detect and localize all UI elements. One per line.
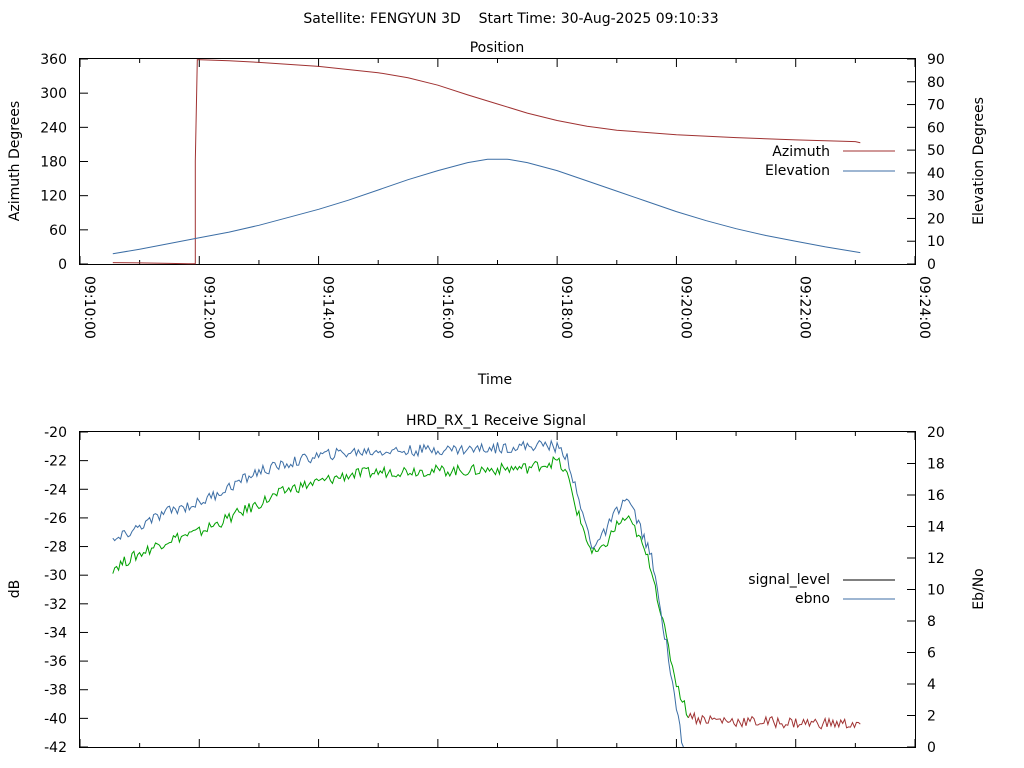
signal-y-tick-labels: -42 -40 -38 -36 -34 -32 -30 -28 -26 -24 -22 -20: [44, 425, 67, 756]
y-tick-label: -34: [44, 625, 67, 641]
position-series: [112, 59, 861, 265]
y2-tick-label: 40: [927, 166, 945, 182]
x-tick-label: 09:18:00: [558, 276, 574, 339]
position-x-tick-labels: 09:10:00 09:12:00 09:14:00 09:16:00 09:18:00…: [81, 276, 932, 339]
y2-tick-label: 14: [927, 520, 945, 536]
x-tick-label: 09:10:00: [81, 276, 97, 339]
x-tick-label: 09:14:00: [320, 276, 336, 339]
signal-series: [112, 439, 861, 748]
signal-y-axis-label: dB: [7, 580, 23, 599]
y-tick-label: 0: [58, 257, 67, 273]
y-tick-label: -20: [44, 425, 67, 441]
series-line-elevation: [112, 158, 861, 255]
series-line-azimuth: [112, 59, 861, 265]
x-tick-label: 09:16:00: [439, 276, 455, 339]
x-tick-label: 09:20:00: [677, 276, 693, 339]
y2-tick-label: 80: [927, 75, 945, 91]
y-tick-label: -38: [44, 683, 67, 699]
signal-plot-frame: [79, 431, 916, 748]
y2-tick-label: 30: [927, 189, 945, 205]
y-tick-label: -40: [44, 711, 67, 727]
series-line-signal-level: [112, 455, 689, 719]
y-tick-label: -32: [44, 597, 67, 613]
position-chart: Position 0 60 120 180 240 300 360 0 10 20 30 40 50 6…: [7, 40, 987, 388]
y-tick-label: 240: [40, 120, 67, 136]
y2-tick-label: 0: [927, 740, 936, 756]
y-tick-label: 60: [49, 223, 67, 239]
y2-tick-label: 90: [927, 52, 945, 68]
position-plot-frame: [79, 58, 916, 265]
y2-tick-label: 8: [927, 614, 936, 630]
y-tick-label: 300: [40, 86, 67, 102]
x-tick-label: 09:24:00: [916, 276, 932, 339]
y2-tick-label: 60: [927, 120, 945, 136]
signal-chart-title: HRD_RX_1 Receive Signal: [406, 413, 586, 429]
x-tick-label: 09:22:00: [797, 276, 813, 339]
legend-label-elevation: Elevation: [765, 163, 830, 179]
position-x-axis-label: Time: [477, 372, 512, 388]
y-tick-label: -22: [44, 454, 67, 470]
y2-tick-label: 2: [927, 709, 936, 725]
y2-tick-label: 20: [927, 425, 945, 441]
y-tick-label: -28: [44, 540, 67, 556]
y-tick-label: -36: [44, 654, 67, 670]
series-line-ebno: [112, 439, 684, 748]
y-tick-label: 120: [40, 189, 67, 205]
series-line-signal-level-floor: [687, 711, 861, 730]
position-legend: Azimuth Elevation: [765, 144, 895, 179]
signal-ticks: [79, 431, 916, 748]
y-tick-label: 180: [40, 155, 67, 171]
legend-label-azimuth: Azimuth: [772, 144, 830, 160]
y2-tick-label: 10: [927, 583, 945, 599]
signal-y2-axis-label: Eb/No: [971, 568, 987, 610]
y2-tick-label: 50: [927, 143, 945, 159]
signal-chart: HRD_RX_1 Receive Signal -42-40-38-36-34-…: [7, 413, 987, 756]
y2-tick-label: 10: [927, 234, 945, 250]
x-tick-label: 09:12:00: [200, 276, 216, 339]
y-tick-label: 360: [40, 52, 67, 68]
y2-tick-label: 70: [927, 98, 945, 114]
legend-label-signal-level: signal_level: [748, 572, 830, 588]
signal-y2-tick-labels: 0 2 4 6 8 10 12 14 16 18 20: [927, 425, 945, 756]
y-tick-label: -30: [44, 568, 67, 584]
legend-label-ebno: ebno: [795, 591, 830, 607]
y2-tick-label: 16: [927, 488, 945, 504]
y-tick-label: -24: [44, 482, 67, 498]
y2-tick-label: 6: [927, 646, 936, 662]
y2-tick-label: 12: [927, 551, 945, 567]
position-y2-tick-labels: 0 10 20 30 40 50 60 70 80 90: [927, 52, 945, 273]
position-y2-axis-label: Elevation Degrees: [971, 97, 987, 225]
page-title: Satellite: FENGYUN 3D Start Time: 30-Aug…: [303, 11, 718, 27]
y-tick-label: -26: [44, 511, 67, 527]
position-chart-title: Position: [470, 40, 525, 56]
y2-tick-label: 18: [927, 457, 945, 473]
position-y-axis-label: Azimuth Degrees: [7, 101, 23, 221]
y2-tick-label: 4: [927, 677, 936, 693]
y2-tick-label: 0: [927, 257, 936, 273]
y-tick-label: -42: [44, 740, 67, 756]
signal-legend: signal_level ebno: [748, 572, 895, 607]
y2-tick-label: 20: [927, 211, 945, 227]
position-ticks: [79, 58, 916, 265]
position-y-tick-labels: 0 60 120 180 240 300 360: [40, 52, 67, 273]
